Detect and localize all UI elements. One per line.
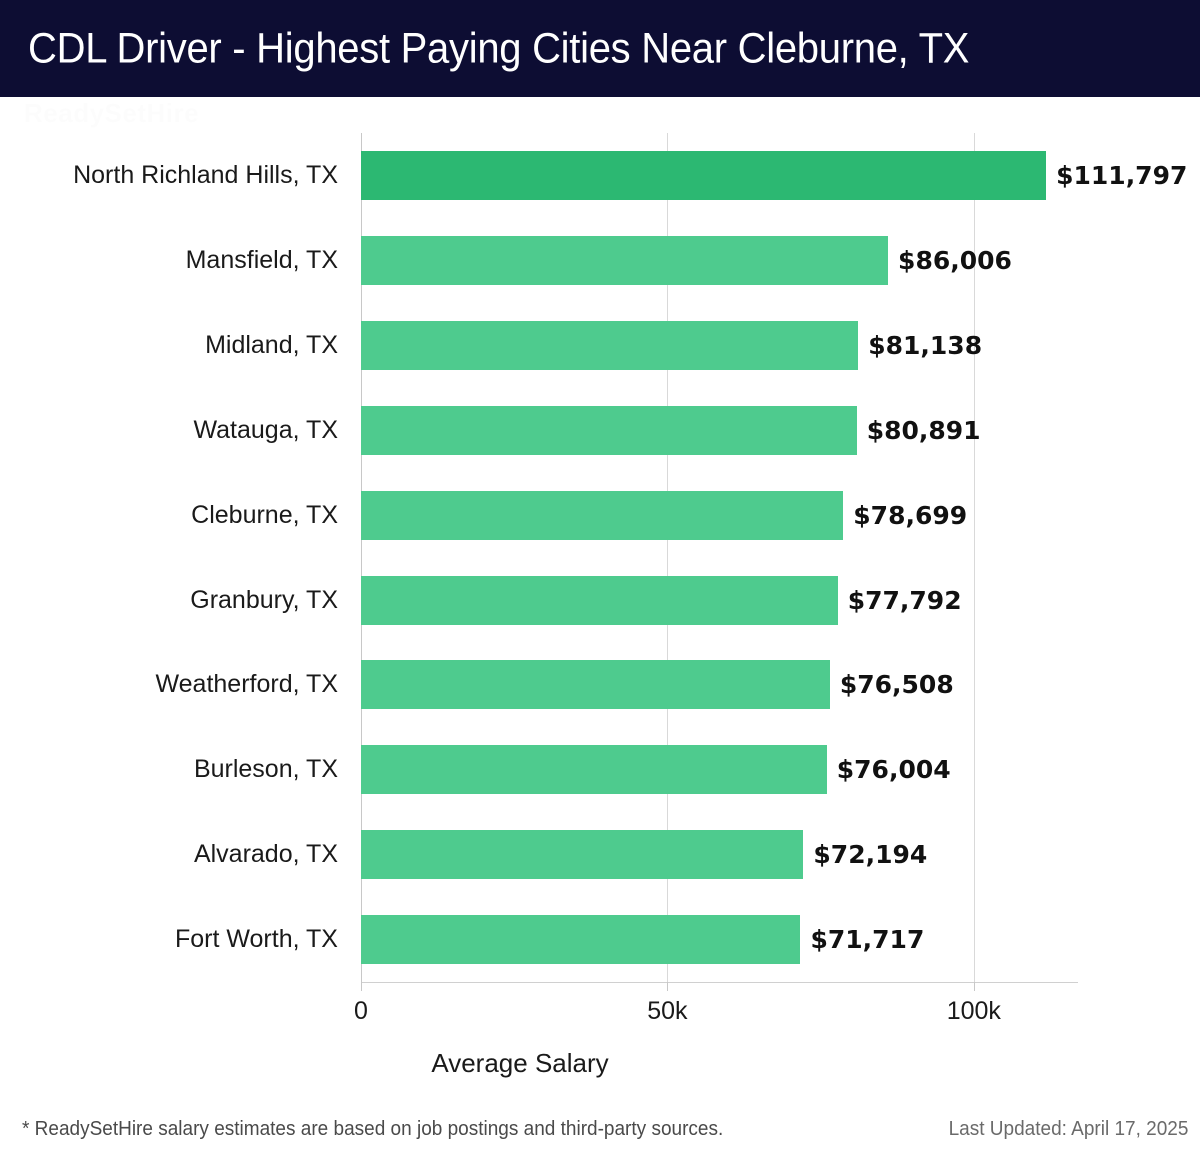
- footer-disclaimer: * ReadySetHire salary estimates are base…: [22, 1118, 724, 1140]
- header-bar: CDL Driver - Highest Paying Cities Near …: [0, 0, 1200, 97]
- y-axis-line: [361, 133, 362, 982]
- bar[interactable]: [361, 830, 804, 880]
- bar[interactable]: [361, 575, 838, 625]
- bar-row[interactable]: $78,699: [361, 473, 1078, 558]
- category-label: Granbury, TX: [190, 585, 338, 614]
- category-label: Midland, TX: [205, 330, 338, 359]
- bar-value-label: $81,138: [868, 330, 983, 360]
- bar-value-label: $78,699: [853, 500, 968, 530]
- bar-row[interactable]: $71,717: [361, 897, 1078, 982]
- bar-row[interactable]: $111,797: [361, 133, 1187, 218]
- category-label: Weatherford, TX: [155, 670, 339, 699]
- x-tick-mark: [361, 982, 362, 991]
- bar-row[interactable]: $76,004: [361, 727, 1078, 812]
- x-tick-label: 100k: [946, 997, 1001, 1025]
- bar[interactable]: [361, 235, 889, 285]
- category-label: Watauga, TX: [193, 415, 338, 444]
- bar-value-label: $77,792: [847, 585, 962, 615]
- category-label: Cleburne, TX: [191, 500, 338, 529]
- category-label: Fort Worth, TX: [174, 925, 338, 954]
- bar[interactable]: [361, 151, 1047, 200]
- bar[interactable]: [361, 405, 857, 455]
- category-label: Burleson, TX: [193, 755, 338, 784]
- plot-area: $111,797 $86,006 $81,138 $80,891 $78,699 $77,…: [361, 133, 1187, 982]
- x-axis-line: [361, 982, 1078, 983]
- bar[interactable]: [361, 915, 801, 965]
- category-label: North Richland Hills, TX: [73, 161, 338, 189]
- x-axis-title: Average Salary: [0, 1048, 1200, 1079]
- bar-row[interactable]: $81,138: [361, 303, 1078, 388]
- footer-last-updated: Last Updated: April 17, 2025: [948, 1118, 1188, 1140]
- bar-value-label: $71,717: [810, 925, 925, 955]
- x-axis-title-text: Average Salary: [431, 1048, 609, 1078]
- page-title: CDL Driver - Highest Paying Cities Near …: [28, 24, 970, 72]
- bar-row[interactable]: $86,006: [361, 218, 1078, 303]
- bar-row[interactable]: $80,891: [361, 388, 1078, 473]
- bar-row[interactable]: $76,508: [361, 642, 1078, 727]
- category-label: Mansfield, TX: [185, 245, 338, 274]
- category-label: Alvarado, TX: [193, 840, 338, 869]
- watermark-text: ReadySetHire: [24, 100, 284, 127]
- bar[interactable]: [361, 320, 859, 370]
- bar-row[interactable]: $72,194: [361, 812, 1078, 897]
- x-tick-label: 50k: [647, 997, 688, 1025]
- bar-row[interactable]: $77,792: [361, 558, 1078, 643]
- x-tick-label: 0: [354, 997, 368, 1025]
- footer: * ReadySetHire salary estimates are base…: [0, 1110, 1200, 1158]
- x-tick-mark: [973, 982, 975, 991]
- bar-value-label: $80,891: [866, 415, 981, 445]
- category-axis-labels: North Richland Hills, TX Mansfield, TX Mid…: [0, 133, 350, 982]
- gridline-50k: [667, 133, 669, 982]
- gridline-100k: [973, 133, 975, 982]
- x-tick-mark: [667, 982, 669, 991]
- bar-value-label: $72,194: [813, 840, 928, 870]
- bar-value-label: $76,508: [839, 670, 954, 700]
- bar[interactable]: [361, 745, 827, 795]
- bar[interactable]: [361, 660, 830, 710]
- bar[interactable]: [361, 490, 844, 540]
- bar-value-label: $76,004: [836, 755, 951, 785]
- bar-value-label: $86,006: [898, 245, 1012, 275]
- bar-value-label: $111,797: [1056, 161, 1188, 190]
